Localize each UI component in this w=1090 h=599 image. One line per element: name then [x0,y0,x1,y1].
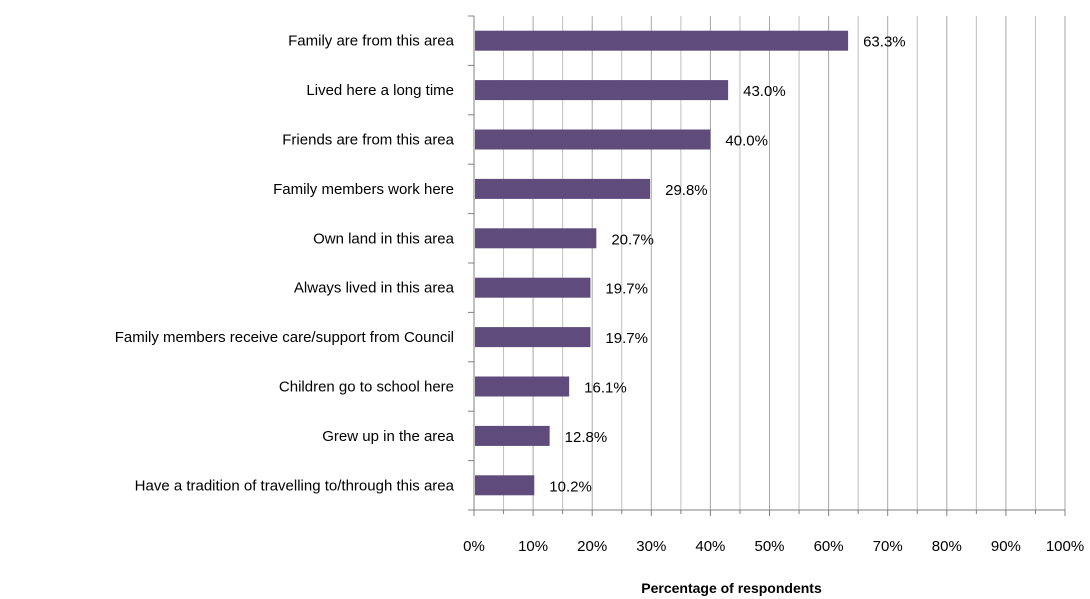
category-label: Have a tradition of travelling to/throug… [135,477,455,494]
category-label: Friends are from this area [282,132,454,149]
category-label: Lived here a long time [306,82,454,99]
data-label: 29.8% [665,182,708,199]
category-label: Family members work here [273,181,454,198]
x-tick-label: 80% [932,538,962,555]
category-labels: Family are from this area Lived here a lo… [115,33,455,495]
data-label: 43.0% [743,83,786,100]
bar [475,327,591,348]
bar [475,129,711,150]
data-label: 16.1% [584,380,627,397]
data-label: 10.2% [549,478,592,495]
data-label: 19.7% [605,330,648,347]
x-tick-label: 90% [991,538,1021,555]
category-label: Grew up in the area [322,428,454,445]
bar [475,178,651,199]
x-tick-label: 10% [518,538,548,555]
bar [475,376,570,397]
bar [475,228,597,249]
category-label: Children go to school here [279,379,454,396]
data-label: 19.7% [605,281,648,298]
x-tick-label: 100% [1046,538,1084,555]
bar [475,475,535,496]
x-tick-label: 70% [873,538,903,555]
data-label: 12.8% [565,429,608,446]
bars [475,30,849,496]
x-tick-label: 0% [463,538,485,555]
data-label: 20.7% [611,231,654,248]
bar [475,80,729,101]
x-axis-title: Percentage of respondents [641,580,822,596]
bar [475,30,849,51]
category-label: Family are from this area [288,33,455,50]
x-tick-label: 50% [754,538,784,555]
x-tick-label: 40% [695,538,725,555]
bar [475,277,591,298]
bar [475,425,550,446]
x-tick-label: 30% [636,538,666,555]
x-tick-labels: 0% 10% 20% 30% 40% 50% 60% 70% 80% 90% 100% [463,538,1084,555]
axes [468,15,1066,516]
category-label: Own land in this area [313,230,455,247]
category-label: Family members receive care/support from… [115,329,454,346]
category-label: Always lived in this area [294,280,455,297]
data-labels: 63.3% 43.0% 40.0% 29.8% 20.7% 19.7% 19.7% 16.1%… [549,34,905,496]
data-label: 63.3% [863,34,906,51]
data-label: 40.0% [725,133,768,150]
x-tick-label: 20% [577,538,607,555]
x-tick-label: 60% [814,538,844,555]
